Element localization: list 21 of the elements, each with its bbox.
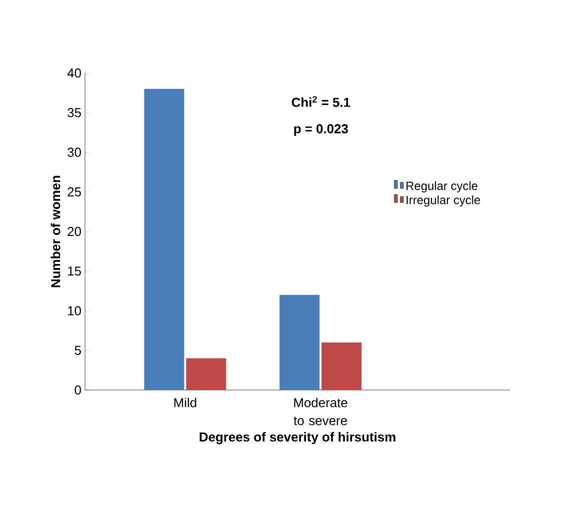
annotation: p = 0.023	[294, 124, 348, 136]
y-tick-label: 5	[74, 346, 81, 355]
y-tick-label: 20	[68, 226, 81, 236]
x-tick-label: Moderate to severe	[294, 398, 348, 426]
annotation: Chi$^{2}$ = 5.1	[292, 96, 350, 107]
x-axis-title: Degrees of severity of hirsutism	[200, 432, 396, 444]
y-tick-label: 25	[68, 187, 81, 196]
bar	[322, 342, 362, 390]
y-tick-label: 40	[67, 68, 81, 78]
y-axis-title: Number of women	[50, 176, 60, 288]
x-tick-label: Mild	[174, 398, 196, 408]
y-tick-label: 30	[68, 148, 81, 157]
y-tick-label: 35	[68, 108, 81, 118]
legend-label: Irregular cycle	[406, 195, 480, 207]
bar	[186, 358, 226, 390]
y-tick-label: 15	[68, 266, 81, 276]
y-tick-label: 10	[68, 306, 81, 316]
legend-label: Regular cycle	[406, 181, 478, 192]
bar	[144, 88, 184, 390]
bar	[280, 294, 320, 390]
y-tick-label: 0	[74, 385, 81, 395]
